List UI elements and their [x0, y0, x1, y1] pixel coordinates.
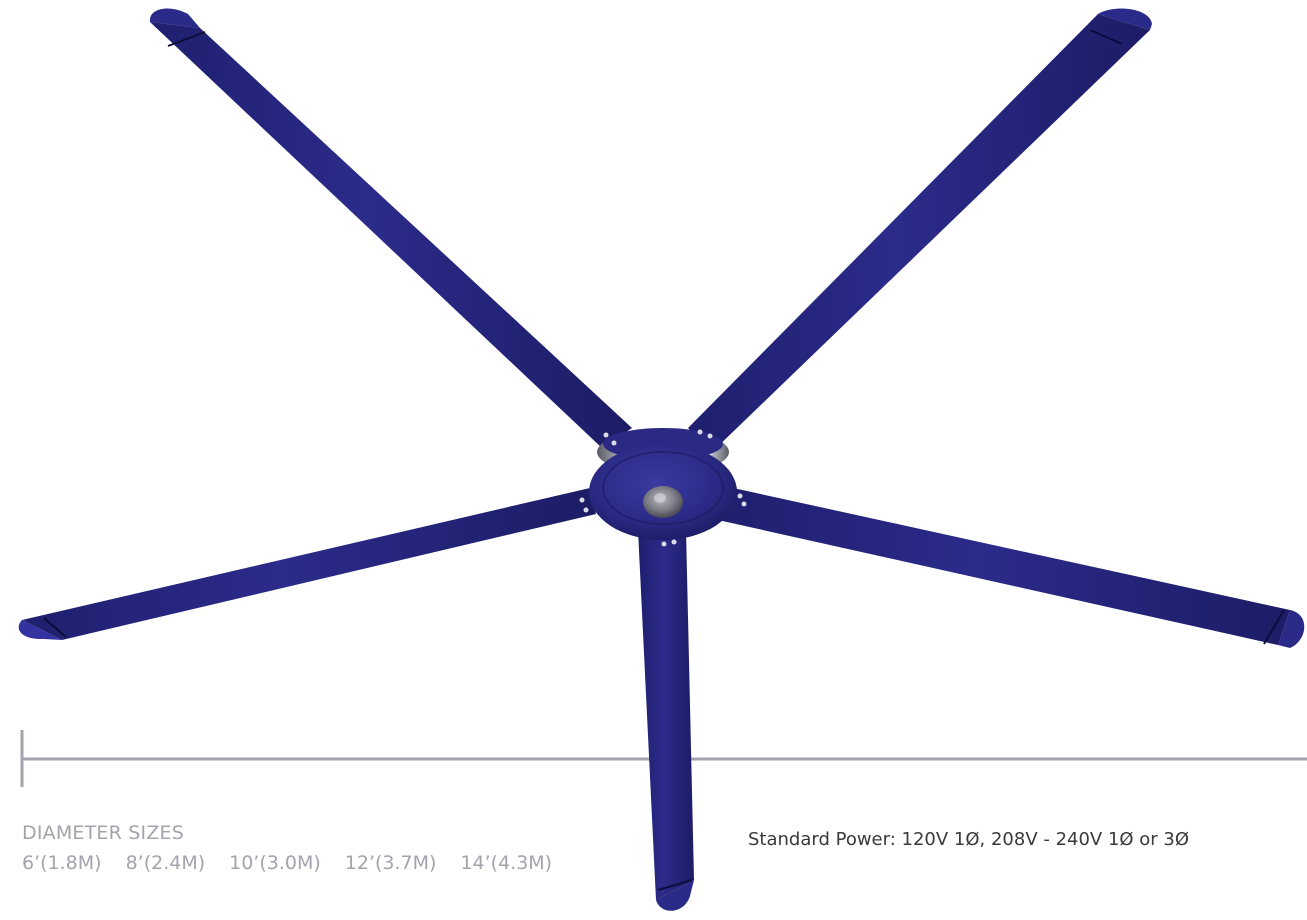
- diameter-size-12ft: 12’(3.7M): [344, 852, 437, 874]
- fan-blade-right: [718, 486, 1305, 648]
- diameter-size-6ft: 6’(1.8M): [22, 852, 102, 874]
- fan-blade-upper-left: [149, 8, 632, 448]
- diameter-size-8ft: 8’(2.4M): [125, 852, 206, 874]
- diameter-size-10ft: 10’(3.0M): [229, 852, 321, 874]
- diameter-sizes-list: 6’(1.8M) 8’(2.4M) 10’(3.0M) 12’(3.7M) 14…: [22, 852, 552, 874]
- blade-screws: [579, 429, 747, 547]
- fan-blade-upper-right: [688, 8, 1152, 452]
- fan-blade-bottom: [638, 530, 694, 911]
- diameter-sizes-heading: DIAMETER SIZES: [22, 822, 185, 844]
- fan-hub: [589, 444, 737, 540]
- standard-power-spec: Standard Power: 120V 1Ø, 208V - 240V 1Ø …: [748, 829, 1190, 850]
- fan-blade-left: [18, 488, 596, 640]
- diameter-size-14ft: 14’(4.3M): [460, 852, 553, 874]
